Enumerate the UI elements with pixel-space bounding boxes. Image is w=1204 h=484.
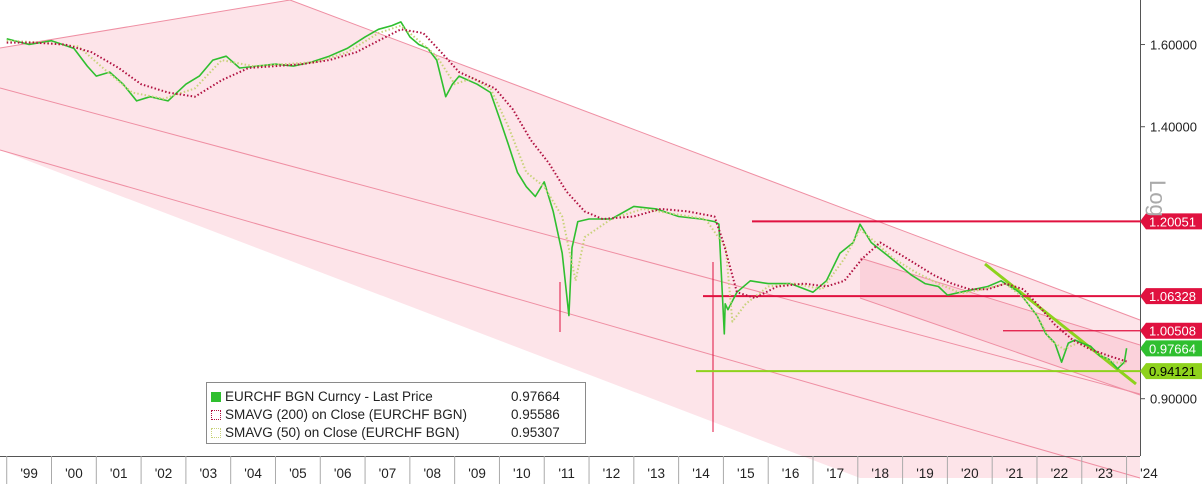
legend-label-price: EURCHF BGN Curncy - Last Price	[225, 389, 433, 404]
x-tick-label: '15	[737, 466, 755, 481]
y-tick-label: 0.90000	[1150, 392, 1197, 407]
tag-1-06328-label: 1.06328	[1149, 289, 1196, 304]
x-tick-label: '02	[155, 466, 173, 481]
x-tick-label: '14	[692, 466, 710, 481]
channel-middle-line	[0, 87, 1141, 395]
legend-item-price: EURCHF BGN Curncy - Last Price 0.97664	[211, 388, 560, 406]
tag-1-20051-label: 1.20051	[1149, 214, 1196, 229]
legend-label-sma50: SMAVG (50) on Close (EURCHF BGN)	[225, 425, 460, 440]
x-tick-label: '21	[1006, 466, 1024, 481]
channel-top-start	[0, 0, 291, 49]
legend-label-sma200: SMAVG (200) on Close (EURCHF BGN)	[225, 407, 468, 422]
downtrend-line	[984, 262, 1137, 386]
legend-value-sma200: 0.95586	[511, 407, 560, 422]
tag-0-94121-label: 0.94121	[1149, 364, 1196, 379]
x-tick-label: '19	[916, 466, 934, 481]
x-tick-label: '08	[423, 466, 441, 481]
inner-channel-lower-line	[859, 297, 1141, 396]
x-tick-label: '10	[513, 466, 531, 481]
x-tick-label: '13	[647, 466, 665, 481]
legend-swatch-sma200	[211, 410, 221, 420]
inner-trend-channel	[860, 258, 1140, 395]
sma200-series	[6, 28, 1127, 363]
tag-1-20051-box	[1140, 213, 1202, 230]
legend-item-sma50: SMAVG (50) on Close (EURCHF BGN) 0.95307	[211, 424, 560, 442]
x-tick-label: '99	[20, 466, 38, 481]
x-tick-label: '17	[827, 466, 845, 481]
x-tick-label: '11	[558, 466, 575, 481]
x-tick-label: '22	[1051, 466, 1069, 481]
x-tick-label: '01	[110, 466, 128, 481]
y-tick-label: 1.60000	[1150, 38, 1197, 53]
tag-1-00508-box	[1140, 322, 1202, 339]
tag-0-97664-label: 0.97664	[1149, 341, 1196, 356]
x-tick-label: '07	[379, 466, 397, 481]
x-tick-label: '00	[65, 466, 83, 481]
tag-0-97664-box	[1140, 340, 1202, 357]
tag-1-00508-label: 1.00508	[1149, 324, 1196, 339]
x-tick-label: '09	[468, 466, 486, 481]
legend-value-price: 0.97664	[511, 389, 560, 404]
tag-0-94121-box	[1140, 363, 1202, 380]
legend-swatch-sma50	[211, 428, 221, 438]
x-tick-label: '12	[603, 466, 621, 481]
sma50-series	[6, 24, 1127, 365]
x-tick-label: '23	[1095, 466, 1113, 481]
price-series	[6, 21, 1128, 370]
main-trend-channel	[0, 0, 1140, 478]
legend-value-sma50: 0.95307	[511, 425, 560, 440]
x-tick-label: '06	[334, 466, 352, 481]
y-tick-label: 1.40000	[1150, 120, 1197, 135]
tag-1-06328-box	[1140, 288, 1202, 305]
chart-legend: EURCHF BGN Curncy - Last Price 0.97664 S…	[206, 382, 586, 444]
x-tick-label: '16	[782, 466, 800, 481]
x-tick-label: '24	[1140, 466, 1158, 481]
legend-swatch-price	[211, 392, 221, 402]
channel-lower-line	[0, 149, 1141, 479]
legend-item-sma200: SMAVG (200) on Close (EURCHF BGN) 0.9558…	[211, 406, 560, 424]
x-tick-label: '20	[961, 466, 979, 481]
y-axis-title: Log	[1145, 180, 1170, 217]
x-tick-label: '03	[199, 466, 217, 481]
x-tick-label: '05	[289, 466, 307, 481]
x-tick-label: '04	[244, 466, 262, 481]
x-tick-label: '18	[871, 466, 889, 481]
